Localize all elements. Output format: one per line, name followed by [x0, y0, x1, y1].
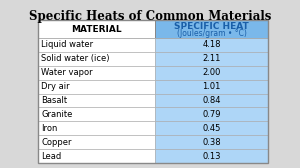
Text: Dry air: Dry air [41, 82, 70, 91]
Text: Specific Heats of Common Materials: Specific Heats of Common Materials [29, 10, 271, 23]
Bar [155, 80, 268, 94]
Text: (Joules/gram • °C): (Joules/gram • °C) [177, 29, 246, 38]
Bar [38, 80, 155, 94]
Bar [38, 108, 155, 121]
Text: Iron: Iron [41, 124, 57, 133]
Text: Liquid water: Liquid water [41, 40, 93, 49]
Text: 0.79: 0.79 [202, 110, 221, 119]
Text: Water vapor: Water vapor [41, 68, 93, 77]
Bar [38, 38, 155, 52]
Text: SPECIFIC HEAT: SPECIFIC HEAT [174, 22, 249, 31]
Text: 0.13: 0.13 [202, 152, 221, 161]
Text: 1.01: 1.01 [202, 82, 221, 91]
Bar [38, 135, 155, 149]
Text: 2.11: 2.11 [202, 54, 221, 63]
Text: Lead: Lead [41, 152, 61, 161]
Text: 0.84: 0.84 [202, 96, 221, 105]
Bar [155, 38, 268, 52]
Bar [155, 108, 268, 121]
Bar [38, 20, 268, 163]
Text: 0.45: 0.45 [202, 124, 221, 133]
Bar [155, 52, 268, 66]
Text: Copper: Copper [41, 138, 71, 147]
Text: MATERIAL: MATERIAL [71, 25, 122, 33]
Bar [155, 135, 268, 149]
Bar [155, 66, 268, 80]
Text: 2.00: 2.00 [202, 68, 221, 77]
Bar [38, 121, 155, 135]
Bar [155, 121, 268, 135]
Bar [38, 94, 155, 108]
Text: Granite: Granite [41, 110, 72, 119]
Bar [155, 94, 268, 108]
Bar [155, 149, 268, 163]
Bar [38, 66, 155, 80]
Bar [38, 20, 155, 38]
Bar [38, 149, 155, 163]
Text: Basalt: Basalt [41, 96, 67, 105]
Bar [155, 20, 268, 38]
Bar [38, 52, 155, 66]
Text: Solid water (ice): Solid water (ice) [41, 54, 110, 63]
Text: 0.38: 0.38 [202, 138, 221, 147]
Text: 4.18: 4.18 [202, 40, 221, 49]
